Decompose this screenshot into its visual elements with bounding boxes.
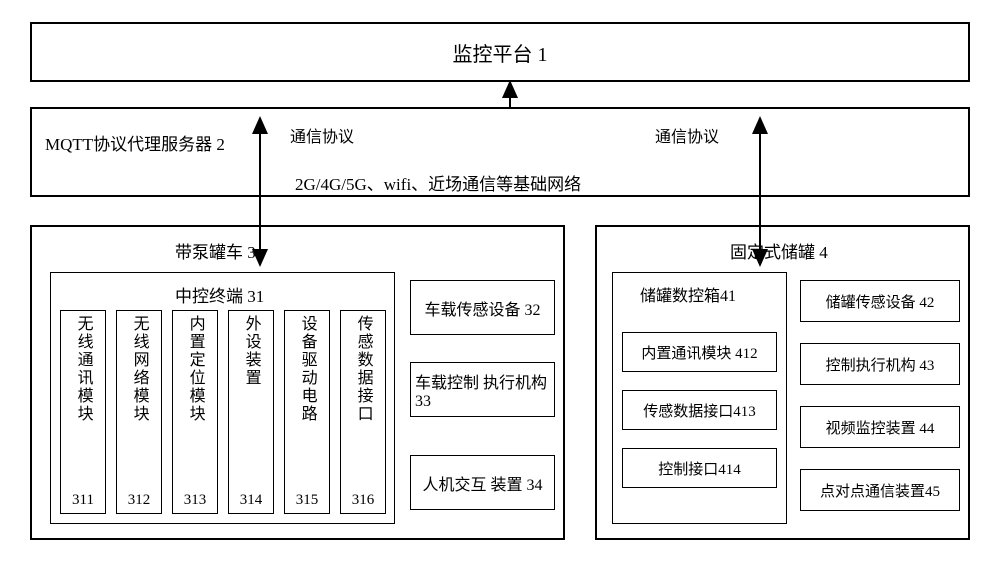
terminal-col-315: 设备驱动电路 315 <box>284 310 330 514</box>
tank-ctrl-sub-414: 控制接口414 <box>622 448 777 488</box>
tank-side-box-44: 视频监控装置 44 <box>800 406 960 448</box>
tank-side-box-45: 点对点通信装置45 <box>800 469 960 511</box>
terminal-col-313: 内置定位模块 313 <box>172 310 218 514</box>
tank-ctrl-sub-412: 内置通讯模块 412 <box>622 332 777 372</box>
terminal-col-label: 内置定位模块 <box>185 315 204 490</box>
tank-side-box-43: 控制执行机构 43 <box>800 343 960 385</box>
network-label: 2G/4G/5G、wifi、近场通信等基础网络 <box>295 170 581 195</box>
terminal-col-label: 无线通讯模块 <box>73 315 92 490</box>
truck-side-box-34: 人机交互 装置 34 <box>410 455 555 510</box>
truck-side-box-33: 车载控制 执行机构 33 <box>410 362 555 417</box>
proto-label-left: 通信协议 <box>290 123 354 147</box>
monitor-platform-label: 监控平台 1 <box>453 38 548 67</box>
terminal-col-num: 311 <box>72 492 94 509</box>
monitor-platform-box: 监控平台 1 <box>30 22 970 82</box>
terminal-col-num: 314 <box>240 492 263 509</box>
terminal-col-num: 312 <box>128 492 151 509</box>
terminal-col-314: 外设装置 314 <box>228 310 274 514</box>
terminal-col-num: 316 <box>352 492 375 509</box>
terminal-col-316: 传感数据接口 316 <box>340 310 386 514</box>
terminal-col-label: 设备驱动电路 <box>297 315 316 490</box>
terminal-col-label: 无线网络模块 <box>129 315 148 490</box>
terminal-col-label: 外设装置 <box>241 315 260 490</box>
terminal-col-num: 313 <box>184 492 207 509</box>
tank-side-box-42: 储罐传感设备 42 <box>800 280 960 322</box>
terminal-col-label: 传感数据接口 <box>353 315 372 490</box>
tank-ctrl-sub-413: 传感数据接口413 <box>622 390 777 430</box>
truck-side-box-32: 车载传感设备 32 <box>410 280 555 335</box>
tank-ctrl-title: 储罐数控箱41 <box>640 282 736 306</box>
fixed-tank-title: 固定式储罐 4 <box>730 238 828 263</box>
terminal-col-311: 无线通讯模块 311 <box>60 310 106 514</box>
central-terminal-title: 中控终端 31 <box>175 282 264 307</box>
proto-label-right: 通信协议 <box>655 123 719 147</box>
terminal-col-312: 无线网络模块 312 <box>116 310 162 514</box>
terminal-col-num: 315 <box>296 492 319 509</box>
mqtt-server-label: MQTT协议代理服务器 2 <box>45 130 225 155</box>
pump-truck-title: 带泵罐车 3 <box>175 238 256 263</box>
